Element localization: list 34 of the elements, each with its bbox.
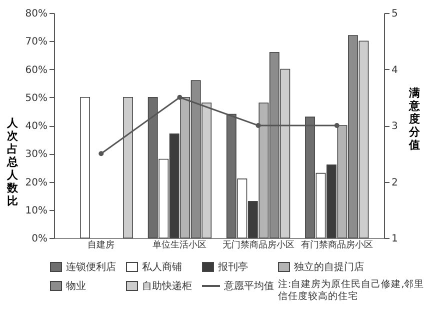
y-tick-label: 70% [25, 36, 48, 48]
y-tick-label: 20% [25, 177, 48, 188]
point [334, 123, 340, 128]
bar [80, 96, 90, 238]
y-axis-title: 人次占总人数比 [6, 116, 19, 208]
y2-tick-label: 3 [392, 121, 398, 132]
x-tick-label: 自建房 [88, 240, 115, 250]
y-tick-label: 60% [25, 64, 48, 76]
y2-tick-label: 2 [392, 177, 398, 188]
y-tick-label: 40% [25, 121, 48, 132]
y-tick-label: 30% [25, 149, 48, 160]
x-tick-label: 单位生活小区 [152, 240, 207, 250]
y2-tick-label: 4 [392, 64, 398, 76]
x-tick-label: 有门禁商品房小区 [300, 240, 373, 250]
legend-label: 独立的自提门店 [294, 260, 364, 274]
legend-label: 私人商铺 [142, 260, 182, 274]
bar [123, 96, 133, 238]
y2-tick-label: 5 [392, 8, 398, 20]
point [256, 123, 261, 128]
text: 注:自建房为原住民自己修建,邻里信任度较高的住宅 [278, 279, 426, 303]
y-tick-label: 50% [25, 92, 48, 104]
legend-label: 连锁便利店 [66, 260, 116, 274]
legend-label: 物业 [66, 280, 86, 293]
legend-label: 自助快递柜 [142, 280, 192, 293]
legend-label: 报刊亭 [218, 260, 248, 274]
legend-label: 意愿平均值 [224, 280, 274, 293]
x-tick-label: 无门禁商品房小区 [222, 240, 294, 250]
y2-tick-label: 1 [392, 234, 398, 244]
point [177, 94, 182, 100]
y-tick-label: 10% [25, 205, 48, 216]
y2-axis-title: 满意度分值 [408, 86, 421, 152]
point [98, 151, 104, 156]
y-tick-label: 0% [32, 234, 48, 244]
y-tick-label: 80% [25, 8, 48, 20]
